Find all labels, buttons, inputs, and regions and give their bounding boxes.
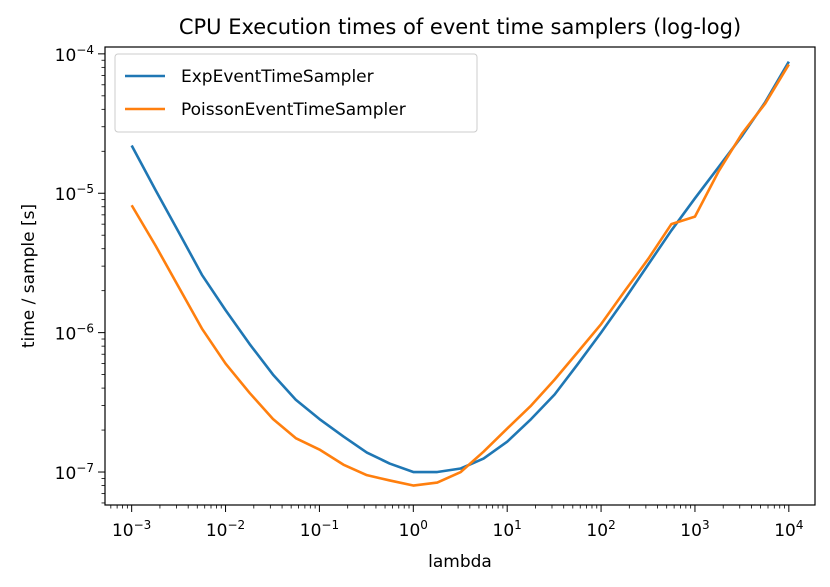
x-tick-label-exponent: 0 — [420, 518, 428, 532]
x-axis: 10−3 10−2 10−1 100 101 102 103 104 — [110, 505, 803, 541]
x-tick-label-exponent: 4 — [796, 518, 804, 532]
x-axis-label: lambda — [428, 552, 492, 572]
x-tick-label-exponent: 1 — [514, 518, 522, 532]
x-tick-label: 103 — [680, 518, 709, 541]
x-tick-label: 100 — [399, 518, 428, 541]
y-tick-label-exponent: −5 — [76, 182, 94, 196]
legend-label: PoissonEventTimeSampler — [181, 100, 406, 120]
x-tick-label: 102 — [586, 518, 615, 541]
y-tick-label: 10−7 — [55, 461, 94, 484]
x-tick-label: 101 — [493, 518, 522, 541]
y-axis: 10−7 10−6 10−5 10−4 — [55, 43, 105, 504]
series-line-0 — [130, 60, 790, 474]
y-tick-label-exponent: −7 — [76, 461, 94, 475]
chart-title: CPU Execution times of event time sample… — [179, 15, 741, 39]
x-tick-label-exponent: 2 — [608, 518, 616, 532]
x-tick-label-exponent: −1 — [321, 518, 339, 532]
axes-frame — [104, 46, 816, 506]
series-line-1 — [130, 63, 790, 487]
x-tick-label-exponent: −2 — [228, 518, 246, 532]
legend-label: ExpEventTimeSampler — [181, 67, 374, 87]
y-tick-label-exponent: −6 — [76, 322, 94, 336]
y-axis-label: time / sample [s] — [19, 204, 39, 348]
x-tick-label-exponent: −3 — [134, 518, 152, 532]
y-tick-label: 10−4 — [55, 43, 94, 66]
x-tick-label: 10−3 — [112, 518, 151, 541]
x-tick-label: 10−2 — [206, 518, 245, 541]
legend: ExpEventTimeSampler PoissonEventTimeSampl… — [114, 53, 478, 133]
x-tick-label-exponent: 3 — [702, 518, 710, 532]
x-tick-label: 10−1 — [300, 518, 339, 541]
x-tick-label: 104 — [774, 518, 803, 541]
legend-box — [114, 53, 478, 133]
y-tick-label: 10−5 — [55, 182, 94, 205]
y-tick-label-exponent: −4 — [76, 43, 94, 57]
y-tick-label: 10−6 — [55, 322, 94, 345]
plot-area — [130, 60, 790, 487]
